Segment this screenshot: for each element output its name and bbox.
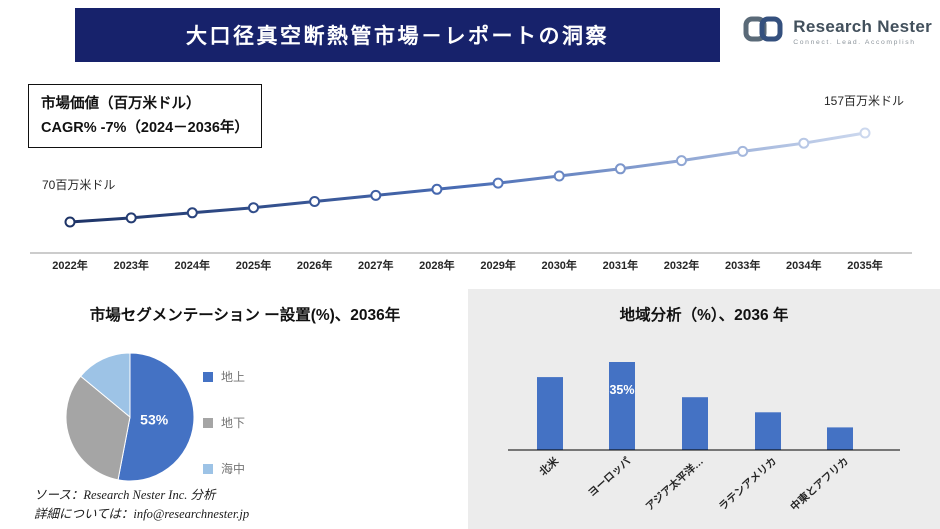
legend-label-underground: 地下 (221, 416, 246, 430)
brand-tagline: Connect. Lead. Accomplish (793, 39, 916, 46)
svg-text:ヨーロッパ: ヨーロッパ (586, 455, 633, 499)
market-value-kpi-box: 市場価値（百万米ドル） CAGR% -7%（2024－2036年） (28, 84, 262, 148)
contact-line: 詳細については：info@researchnester.jp (34, 507, 250, 521)
source-line: ソース：Research Nester Inc. 分析 (34, 488, 216, 502)
segmentation-chart-title: 市場セグメンテーション ー設置(%)、2036年 (89, 307, 401, 324)
legend-item-underground: 地下 (203, 414, 245, 431)
logo-text: Research Nester Connect. Lead. Accomplis… (793, 17, 932, 46)
kpi-market-value: 市場価値（百万米ドル） (41, 96, 201, 112)
chain-link-icon (742, 13, 786, 50)
pie-legend: 地上 地下 海中 (203, 368, 245, 506)
brand-name: Research Nester (793, 17, 932, 36)
legend-swatch-underground (203, 417, 213, 428)
svg-text:中東とアフリカ: 中東とアフリカ (788, 455, 851, 514)
legend-label-undersea: 海中 (221, 462, 246, 476)
legend-item-ground: 地上 (203, 368, 245, 385)
svg-text:35%: 35% (609, 383, 634, 397)
svg-text:2026年: 2026年 (297, 258, 332, 272)
svg-text:53%: 53% (140, 411, 169, 427)
svg-text:2024年: 2024年 (175, 258, 210, 272)
title-banner: 大口径真空断熱管市場－レポートの洞察 (75, 8, 720, 62)
svg-text:北米: 北米 (537, 454, 562, 478)
svg-text:2029年: 2029年 (480, 258, 515, 272)
research-nester-logo: Research Nester Connect. Lead. Accomplis… (742, 13, 932, 50)
regional-chart-title: 地域分析（%）、2036 年 (619, 307, 789, 324)
market-value-line-chart: 2022年 2023年 2024年 2025年 2026年 2027年 2028年 2029年… (30, 127, 912, 272)
svg-text:2032年: 2032年 (664, 258, 699, 272)
segmentation-pie-chart: 53% (65, 352, 195, 482)
svg-text:2030年: 2030年 (541, 258, 576, 272)
regional-panel: 北米 ヨーロッパ アジア太平洋… ラテンアメリカ 中東とアフリカ 35% 地域分析（%）、… (468, 289, 940, 529)
svg-text:ラテンアメリカ: ラテンアメリカ (717, 455, 779, 513)
line-end-value-label: 157百万米ドル (824, 94, 905, 108)
page-title: 大口径真空断熱管市場－レポートの洞察 (186, 25, 609, 48)
svg-text:2027年: 2027年 (358, 258, 393, 272)
svg-text:2022年: 2022年 (52, 258, 87, 272)
svg-text:2028年: 2028年 (419, 258, 454, 272)
svg-text:アジア太平洋…: アジア太平洋… (643, 455, 706, 514)
svg-text:2031年: 2031年 (603, 258, 638, 272)
source-note: ソース：Research Nester Inc. 分析 詳細については：info… (34, 486, 249, 524)
svg-text:2025年: 2025年 (236, 258, 271, 272)
kpi-cagr: CAGR% -7%（2024－2036年） (41, 120, 249, 136)
legend-label-ground: 地上 (221, 370, 246, 384)
svg-text:2033年: 2033年 (725, 258, 760, 272)
regional-bar-chart: 北米 ヨーロッパ アジア太平洋… ラテンアメリカ 中東とアフリカ 35% (508, 362, 900, 514)
svg-text:2023年: 2023年 (113, 258, 148, 272)
svg-text:2035年: 2035年 (847, 258, 882, 272)
legend-swatch-ground (203, 371, 213, 382)
legend-swatch-undersea (203, 463, 213, 474)
svg-text:2034年: 2034年 (786, 258, 821, 272)
legend-item-undersea: 海中 (203, 460, 245, 477)
line-start-value-label: 70百万米ドル (42, 178, 116, 192)
